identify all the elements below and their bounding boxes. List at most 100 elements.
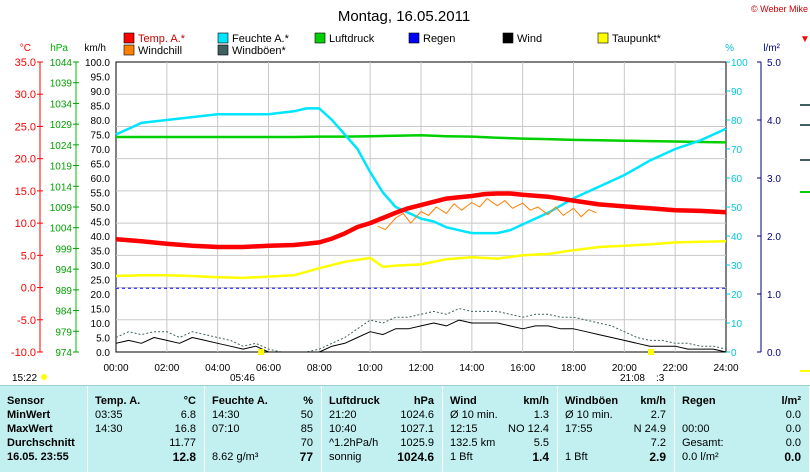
stats-cell-value: 0.0	[784, 450, 801, 464]
pressure-tick-label: 984	[55, 307, 72, 318]
legend-label: Temp. A.*	[138, 33, 186, 45]
stats-row: 07:10 85	[205, 422, 321, 436]
stats-header: Temp. A. °C	[88, 394, 204, 408]
stats-cell-value: 0.0	[785, 423, 801, 435]
stats-row: Gesamt: 0.0	[675, 436, 809, 450]
legend-label: Feuchte A.*	[232, 33, 290, 45]
pressure-tick-label: 1044	[50, 58, 73, 69]
wind-tick-label: 75.0	[91, 131, 111, 142]
wind-tick-label: 15.0	[91, 305, 111, 316]
stats-row: Durchschnitt	[0, 436, 87, 450]
legend-swatch	[123, 44, 135, 56]
pressure-tick-label: 989	[55, 286, 72, 297]
stats-header-unit: °C	[183, 395, 196, 407]
copyright-text: © Weber Mike	[751, 4, 808, 14]
stats-row: sonnig 1024.6	[322, 450, 442, 464]
stats-cell-value: 1027.1	[400, 423, 434, 435]
wind-tick-label: 80.0	[91, 116, 111, 127]
stats-row-label: MinWert	[7, 409, 51, 421]
stats-table: Sensor MinWert MaxWert Durchschnitt 16.05. 2…	[0, 385, 810, 472]
humidity-tick-label: 80	[731, 116, 743, 127]
stats-header-unit: l/m²	[781, 395, 801, 407]
x-tick-label: 10:00	[358, 363, 383, 374]
stats-row: 10:40 1027.1	[322, 422, 442, 436]
stats-row: 11.77	[88, 436, 204, 450]
stats-row: 0.0	[675, 408, 809, 422]
rain-tick-label: 1.0	[767, 290, 781, 301]
series-line-windchill	[377, 198, 597, 231]
legend-swatch	[314, 32, 326, 44]
stats-header-label: Wind	[450, 395, 477, 407]
stats-cell-info: 1 Bft	[450, 451, 473, 463]
sunset-suffix: :3	[656, 373, 665, 384]
pressure-tick-label: 1024	[50, 141, 73, 152]
series-line-temp-a	[115, 191, 727, 250]
stats-cell-info: 10:40	[329, 423, 357, 435]
series-line-wind	[115, 319, 727, 353]
stats-header: Regen l/m²	[675, 394, 809, 408]
legend-label: Taupunkt*	[612, 33, 662, 45]
series-line-luftdruck	[116, 134, 727, 144]
x-tick-label: 02:00	[154, 363, 179, 374]
stats-cell-value: 1025.9	[400, 437, 434, 449]
series-layer	[115, 107, 727, 353]
stats-cell-info: 03:35	[95, 409, 123, 421]
stats-cell-info: 12:15	[450, 423, 478, 435]
humidity-tick-label: 10	[731, 319, 743, 330]
x-tick-label: 22:00	[663, 363, 688, 374]
legend-swatch	[217, 44, 229, 56]
x-tick-label: 04:00	[205, 363, 230, 374]
wind-tick-label: 60.0	[91, 174, 111, 185]
temp-tick-label: 35.0	[15, 57, 36, 69]
stats-cell-info: 132.5 km	[450, 437, 496, 449]
stats-cell-value: 0.0	[785, 437, 801, 449]
legend-label: Luftdruck	[329, 33, 375, 45]
stats-cell-value: 5.5	[533, 437, 549, 449]
stats-column: Temp. A. °C 03:35 6.8 14:30 16.8 11.77 12.8	[88, 386, 205, 472]
stats-column: Wind km/h Ø 10 min. 1.3 12:15 NO 12.4 132.5 km…	[443, 386, 558, 472]
stats-cell-value: 7.2	[650, 437, 666, 449]
stats-header-label: Windböen	[565, 395, 619, 407]
sunrise-time: 05:46	[230, 373, 255, 384]
stats-row: 12.8	[88, 450, 204, 464]
stats-row: 1 Bft 1.4	[443, 450, 557, 464]
stats-header-unit: %	[303, 395, 313, 407]
humidity-tick-label: 30	[731, 261, 743, 272]
stats-header-unit: km/h	[640, 395, 666, 407]
stats-cell-info: 07:10	[212, 423, 240, 435]
stats-column: Regen l/m² 0.0 00:00 0.0 Gesamt: 0.0 0.0 l/m² 0.…	[675, 386, 810, 472]
stats-row: Ø 10 min. 2.7	[558, 408, 674, 422]
x-tick-label: 08:00	[307, 363, 332, 374]
legend-swatch	[217, 32, 229, 44]
rain-unit-label: l/m²	[763, 43, 780, 54]
stats-cell-value: 1.4	[532, 450, 549, 464]
stats-header: Feuchte A.%	[205, 394, 321, 408]
stats-cell-value: 6.8	[180, 409, 196, 421]
stats-cell-info: Gesamt:	[682, 437, 724, 449]
stats-row: MaxWert	[0, 422, 87, 436]
stats-cell-info: 21:20	[329, 409, 357, 421]
rain-tick-label: 2.0	[767, 232, 781, 243]
pressure-tick-label: 979	[55, 327, 72, 338]
stats-row: ^1.2hPa/h 1025.9	[322, 436, 442, 450]
pressure-unit-label: hPa	[50, 43, 68, 54]
stats-column: Windböen km/h Ø 10 min. 2.7 17:55 N 24.9 7.2 1 …	[558, 386, 675, 472]
pressure-tick-label: 1029	[50, 120, 73, 131]
rain-tick-label: 0.0	[767, 348, 781, 359]
moon-rise-time: 15:22	[12, 373, 37, 384]
stats-header-label: Feuchte A.	[212, 395, 268, 407]
stats-cell-info: 14:30	[95, 423, 123, 435]
stats-row: 8.62 g/m³ 77	[205, 450, 321, 464]
stats-cell-info: sonnig	[329, 451, 362, 463]
stats-row: MinWert	[0, 408, 87, 422]
wind-tick-label: 85.0	[91, 102, 111, 113]
series-line-windb-en	[115, 308, 727, 353]
pressure-tick-label: 1019	[50, 162, 73, 173]
series-line-taupunkt	[115, 239, 727, 280]
wind-tick-label: 50.0	[91, 203, 111, 214]
temp-unit-label: °C	[20, 43, 31, 54]
edge-tick-3	[800, 159, 810, 161]
wind-tick-label: 45.0	[91, 218, 111, 229]
pressure-tick-label: 1034	[50, 99, 73, 110]
temp-tick-label: 20.0	[15, 154, 36, 166]
